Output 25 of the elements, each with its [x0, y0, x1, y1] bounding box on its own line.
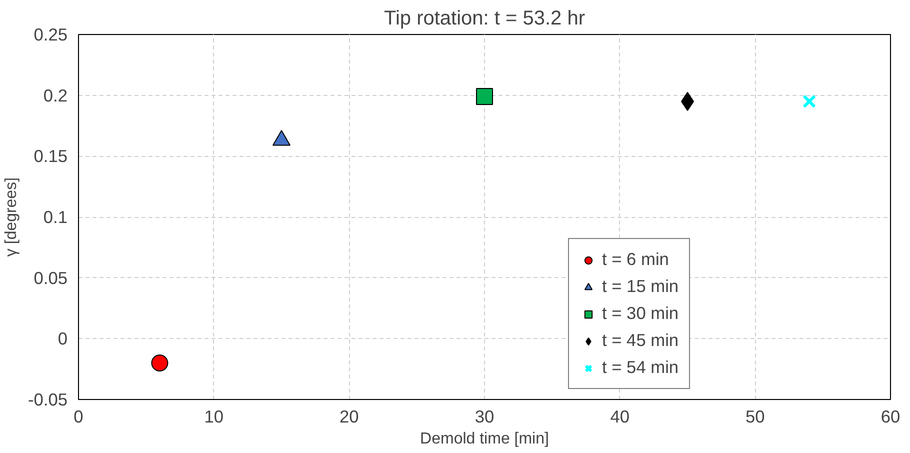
legend-label: t = 30 min [602, 303, 679, 324]
legend-label: t = 6 min [602, 249, 669, 270]
legend-label: t = 54 min [602, 357, 679, 378]
point [802, 94, 816, 108]
point [151, 354, 168, 372]
legend-label: t = 15 min [602, 276, 679, 297]
y-axis-title: γ [degrees] [3, 177, 20, 257]
y-tick-label: -0.05 [28, 390, 68, 410]
x-tick-label: 60 [880, 406, 900, 426]
point [476, 88, 493, 106]
x-tick-label: 30 [474, 406, 494, 426]
y-tick-label: 0.2 [43, 85, 68, 106]
x-tick-label: 40 [610, 406, 630, 426]
x-tick-label: 0 [74, 406, 84, 426]
y-tick-label: 0.05 [34, 268, 68, 288]
x-axis-title: Demold time [min] [420, 430, 549, 448]
y-tick-label: 0.15 [34, 146, 68, 166]
y-tick-label: 0.25 [34, 24, 68, 44]
x-tick-label: 20 [340, 406, 359, 426]
legend-label: t = 45 min [602, 330, 679, 351]
chart-title: Tip rotation: t = 53.2 hr [384, 8, 586, 30]
x-tick-label: 50 [746, 406, 765, 426]
x-tick-label: 10 [204, 406, 224, 426]
y-tick-label: 0.1 [43, 207, 68, 227]
y-tick-label: 0 [58, 328, 68, 349]
